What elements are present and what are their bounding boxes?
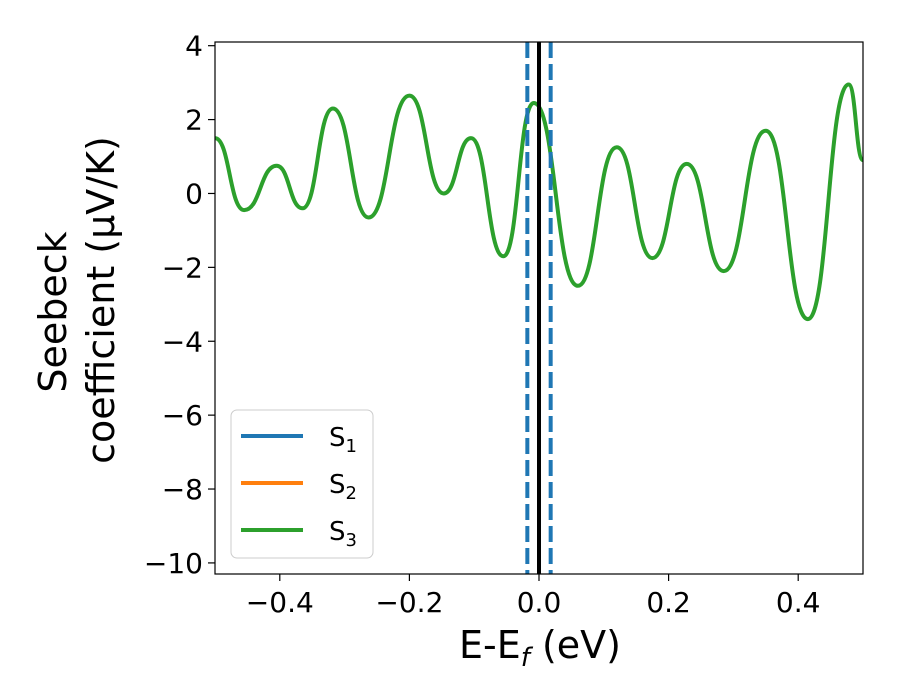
legend-label-s1: S1	[329, 423, 357, 457]
legend: S1 S2 S3	[230, 409, 374, 559]
y-tick-label: −6	[162, 399, 203, 432]
y-axis-label-line2: coefficient (μV/K)	[79, 136, 123, 464]
x-tick-label: 0.0	[517, 586, 562, 619]
y-tick-label: −4	[162, 325, 203, 358]
y-tick-label: 0	[185, 177, 203, 210]
y-tick-label: −8	[162, 473, 203, 506]
y-tick-label: −2	[162, 251, 203, 284]
y-axis-ticks: 4 2 0 −2 −4 −6 −8 −10	[144, 30, 215, 580]
legend-label-s3: S3	[329, 517, 357, 551]
x-tick-label: 0.2	[646, 586, 691, 619]
x-tick-label: 0.4	[776, 586, 821, 619]
y-tick-label: 4	[185, 30, 203, 63]
x-tick-label: −0.2	[375, 586, 443, 619]
legend-label-s2: S2	[329, 470, 357, 504]
y-axis-label-line1: Seebeck	[31, 231, 75, 392]
series-line-s3	[215, 82, 863, 322]
legend-entry-s2: S2	[241, 470, 357, 504]
x-tick-label: −0.4	[246, 586, 314, 619]
legend-entry-s1: S1	[241, 423, 357, 457]
x-axis-label: E-Ef (eV)	[459, 623, 621, 673]
legend-entry-s3: S3	[241, 517, 357, 551]
y-tick-label: −10	[144, 547, 203, 580]
y-tick-label: 2	[185, 104, 203, 137]
x-axis-ticks: −0.4 −0.2 0.0 0.2 0.4	[246, 574, 821, 619]
